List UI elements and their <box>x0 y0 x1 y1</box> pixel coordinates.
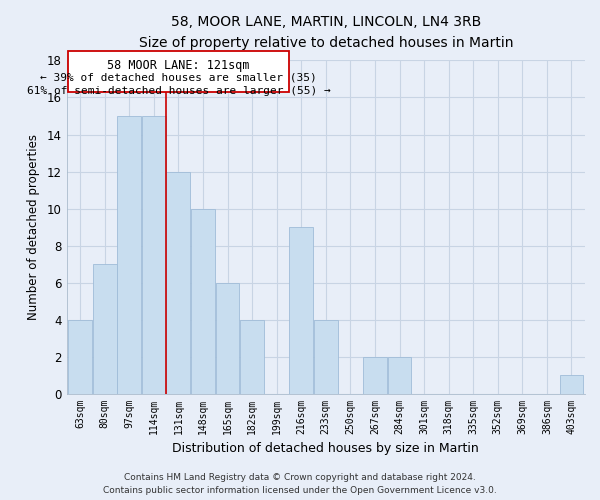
Text: ← 39% of detached houses are smaller (35): ← 39% of detached houses are smaller (35… <box>40 72 317 83</box>
Bar <box>93 264 116 394</box>
Y-axis label: Number of detached properties: Number of detached properties <box>27 134 40 320</box>
Bar <box>363 356 387 394</box>
Bar <box>314 320 338 394</box>
Bar <box>166 172 190 394</box>
Bar <box>215 282 239 394</box>
Bar <box>560 375 583 394</box>
X-axis label: Distribution of detached houses by size in Martin: Distribution of detached houses by size … <box>172 442 479 455</box>
Bar <box>68 51 289 92</box>
Bar <box>118 116 141 394</box>
Bar <box>388 356 412 394</box>
Text: 61% of semi-detached houses are larger (55) →: 61% of semi-detached houses are larger (… <box>26 86 330 97</box>
Bar <box>240 320 264 394</box>
Bar <box>289 227 313 394</box>
Bar <box>142 116 166 394</box>
Bar <box>68 320 92 394</box>
Text: Contains HM Land Registry data © Crown copyright and database right 2024.
Contai: Contains HM Land Registry data © Crown c… <box>103 473 497 495</box>
Bar <box>191 208 215 394</box>
Text: 58 MOOR LANE: 121sqm: 58 MOOR LANE: 121sqm <box>107 58 250 71</box>
Title: 58, MOOR LANE, MARTIN, LINCOLN, LN4 3RB
Size of property relative to detached ho: 58, MOOR LANE, MARTIN, LINCOLN, LN4 3RB … <box>139 15 513 50</box>
